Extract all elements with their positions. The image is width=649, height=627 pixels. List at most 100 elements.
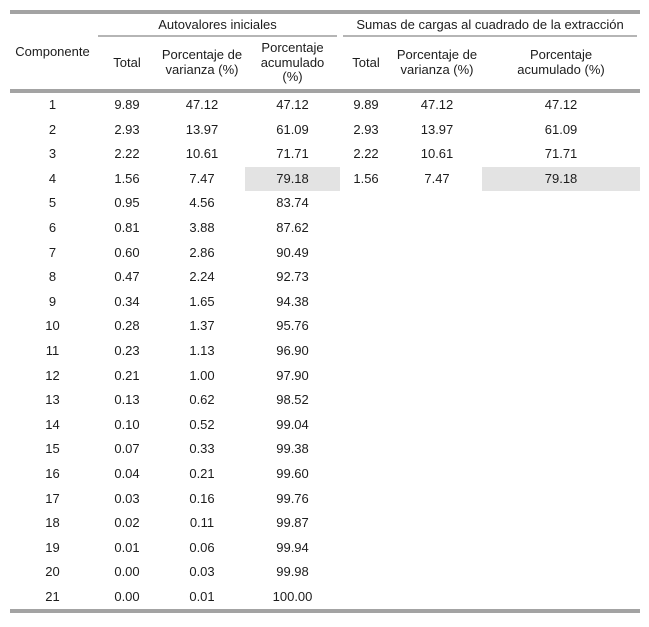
cell-total-1: 9.89	[114, 97, 140, 112]
cell-componente: 21	[10, 585, 95, 614]
cell-componente: 9	[48, 293, 57, 309]
cell-total-1: 0.00	[95, 585, 159, 614]
cell-pct-acumulado-2	[482, 462, 640, 487]
cell-pct-varianza-1: 0.21	[189, 465, 215, 481]
table-row: 13 0.13 0.62 98.52	[10, 388, 640, 413]
column-header-total-2: Total	[340, 37, 393, 93]
cell-pct-acumulado-2	[482, 265, 640, 290]
cell-total-2	[340, 511, 392, 536]
cell-total-1: 0.10	[114, 416, 140, 432]
cell-componente: 7	[48, 244, 57, 260]
cell-pct-acumulado-1: 100.00	[245, 585, 341, 614]
cell-total-2	[340, 413, 392, 438]
cell-pct-varianza-1: 1.65	[189, 293, 215, 309]
cell-pct-varianza-2	[392, 241, 482, 266]
cell-total-2	[340, 388, 392, 413]
cell-pct-acumulado-2	[482, 585, 641, 614]
table-row: 8 0.47 2.24 92.73	[10, 265, 640, 290]
cell-total-2	[340, 241, 392, 266]
cell-pct-varianza-1: 10.61	[185, 146, 219, 162]
cell-componente: 15	[45, 441, 60, 457]
cell-pct-varianza-2: 7.47	[424, 170, 450, 186]
cell-pct-acumulado-2	[482, 487, 640, 512]
cell-pct-varianza-2	[392, 487, 482, 512]
table-row: 21 0.00 0.01 100.00	[10, 585, 641, 614]
cell-pct-acumulado-2	[482, 437, 640, 462]
cell-total-2	[340, 364, 392, 389]
cell-pct-acumulado-2	[482, 413, 640, 438]
cell-total-2: 9.89	[353, 97, 379, 112]
cell-pct-varianza-2	[392, 265, 482, 290]
cell-total-1: 0.95	[114, 195, 140, 211]
cell-componente: 14	[45, 416, 60, 432]
cell-pct-varianza-2	[392, 413, 482, 438]
cell-pct-acumulado-1: 92.73	[276, 269, 309, 285]
cell-pct-acumulado-1: 71.71	[276, 146, 309, 162]
cell-pct-acumulado-2	[482, 388, 640, 413]
cell-pct-acumulado-1: 99.87	[276, 515, 309, 531]
cell-pct-varianza-2	[392, 511, 482, 536]
cell-pct-varianza-1: 1.00	[189, 367, 215, 383]
cell-pct-varianza-2	[392, 191, 482, 216]
cell-pct-acumulado-1: 98.52	[276, 392, 309, 408]
cell-pct-acumulado-1: 90.49	[276, 244, 309, 260]
cell-total-1: 0.01	[114, 539, 140, 555]
cell-pct-varianza-2	[392, 216, 482, 241]
cell-pct-varianza-1: 0.06	[189, 539, 215, 555]
cell-componente: 8	[48, 269, 57, 285]
cell-pct-varianza-1: 4.56	[189, 195, 215, 211]
cell-total-1: 1.56	[114, 170, 140, 186]
cell-pct-acumulado-1: 61.09	[276, 121, 309, 137]
cell-pct-varianza-2	[392, 290, 482, 315]
cell-total-2	[340, 560, 392, 585]
cell-total-2	[340, 437, 392, 462]
cell-total-2	[340, 487, 392, 512]
cell-pct-acumulado-2	[482, 339, 640, 364]
cell-total-1: 0.47	[114, 269, 140, 285]
cell-total-1: 0.23	[114, 342, 140, 358]
cell-pct-acumulado-2	[482, 290, 640, 315]
cell-pct-acumulado-2	[482, 191, 640, 216]
cell-total-2	[340, 462, 392, 487]
cell-pct-acumulado-1: 96.90	[276, 342, 309, 358]
cell-pct-acumulado-1: 99.60	[276, 465, 309, 481]
cell-pct-varianza-2	[392, 536, 482, 561]
table-row: 7 0.60 2.86 90.49	[10, 241, 640, 266]
column-header-total-1: Total	[95, 37, 159, 93]
cell-pct-varianza-2: 13.97	[420, 121, 454, 137]
cell-pct-varianza-1: 0.62	[189, 392, 215, 408]
table-row: 4 1.56 7.47 79.18 1.56 7.47 79.18	[10, 166, 641, 192]
variance-table: Componente Autovalores iniciales Sumas d…	[10, 10, 641, 614]
table-row: 14 0.10 0.52 99.04	[10, 413, 640, 438]
cell-pct-varianza-2	[392, 339, 482, 364]
cell-pct-acumulado-1: 99.94	[276, 539, 309, 555]
table-row: 3 2.22 10.61 71.71 2.22 10.61 71.71	[10, 142, 640, 167]
cell-pct-varianza-2	[392, 388, 482, 413]
column-header-pct-varianza-1: Porcentaje de varianza (%)	[159, 37, 245, 93]
cell-pct-varianza-1: 13.97	[185, 121, 219, 137]
table-row: 9 0.34 1.65 94.38	[10, 290, 640, 315]
cell-pct-varianza-1: 7.47	[189, 170, 215, 186]
cell-pct-acumulado-1: 94.38	[276, 293, 309, 309]
cell-pct-varianza-2	[392, 437, 482, 462]
cell-pct-varianza-1: 0.52	[189, 416, 215, 432]
cell-pct-acumulado-2	[482, 216, 640, 241]
cell-pct-acumulado-1: 99.98	[276, 564, 309, 580]
cell-total-1: 0.04	[114, 465, 140, 481]
cell-total-1: 0.03	[114, 490, 140, 506]
cell-pct-varianza-1: 2.86	[189, 244, 215, 260]
cell-total-2	[340, 585, 393, 614]
cell-pct-acumulado-1: 47.12	[276, 97, 309, 112]
cell-pct-acumulado-2	[482, 536, 640, 561]
cell-total-1: 0.07	[114, 441, 140, 457]
cell-componente: 13	[45, 392, 60, 408]
group-header-autovalores: Autovalores iniciales	[95, 14, 340, 37]
table-row: 15 0.07 0.33 99.38	[10, 437, 640, 462]
cell-total-1: 0.34	[114, 293, 140, 309]
column-header-componente: Componente	[10, 14, 95, 93]
cell-componente: 3	[48, 146, 57, 162]
cell-componente: 10	[45, 318, 60, 334]
cell-total-1: 0.21	[114, 367, 140, 383]
group-header-row: Componente Autovalores iniciales Sumas d…	[10, 14, 640, 93]
